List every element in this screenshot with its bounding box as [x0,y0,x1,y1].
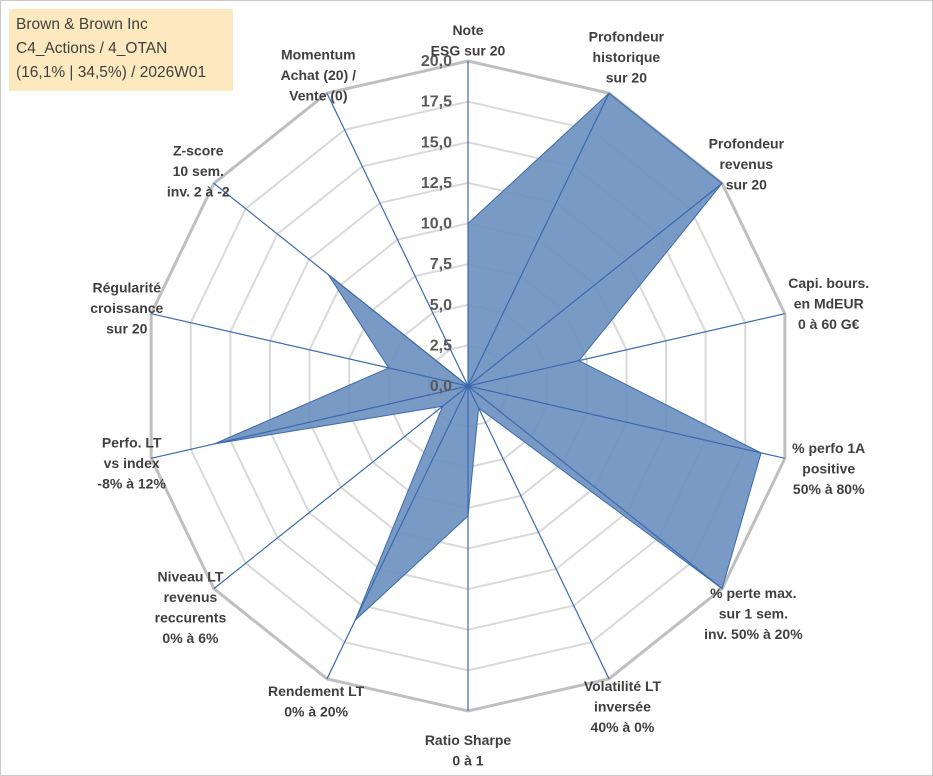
axis-spoke [213,182,469,387]
axis-label-line: Rendement LT [268,683,365,699]
axis-label: Perfo. LT vs index -8% à 12% [97,434,166,491]
axis-label-line: revenus [719,156,773,172]
tick-label: 12,5 [421,175,452,192]
axis-label-line: 40% à 0% [591,719,655,735]
axis-label-line: Vente (0) [289,88,347,104]
axis-label-line: Perfo. LT [102,434,162,450]
portfolio-label: C4_Actions / 4_OTAN [16,40,168,57]
axis-label-line: Z-score [173,142,224,158]
tick-label: 5,0 [430,297,452,314]
axis-spoke [326,92,469,387]
axis-label-line: vs index [104,455,160,471]
axis-label-line: sur 20 [726,177,767,193]
axis-label: Rendement LT 0% à 20% [268,683,365,720]
axis-spoke [467,92,610,387]
axis-label-line: Momentum [281,47,356,63]
axis-spoke [467,385,723,590]
axis-label-line: inversée [594,699,651,715]
axis-label-line: reccurents [155,610,227,626]
axis-spoke [151,313,469,387]
axis-label-line: % perfo 1A [792,440,865,456]
axis-label-line: historique [593,49,661,65]
axis-label: % perte max. sur 1 sem. inv. 50% à 20% [704,585,803,642]
tick-label: 17,5 [421,94,452,111]
axis-label: % perfo 1A positive 50% à 80% [792,440,865,497]
axis-label-line: en MdEUR [794,296,864,312]
axis-label-line: 50% à 80% [793,481,865,497]
axis-label: Momentum Achat (20) / Vente (0) [281,47,357,104]
performance-week: (16,1% | 34,5%) / 2026W01 [16,64,207,81]
axis-label-line: ESG sur 20 [431,42,506,58]
axis-spoke [151,385,469,459]
tick-label: 7,5 [430,256,452,273]
axis-label: Volatilité LT inversée 40% à 0% [584,678,662,735]
axis-label: Ratio Sharpe 0 à 1 [425,732,512,769]
tick-label: 0,0 [430,378,452,395]
axis-label-line: Niveau LT [158,569,224,585]
axis-label: Capi. bours. en MdEUR 0 à 60 G€ [788,275,869,332]
axis-label-line: positive [802,460,855,476]
axis-label-line: 0 à 1 [452,752,483,768]
axis-label-line: Achat (20) / [281,67,357,83]
axis-spoke [467,385,610,680]
axis-spoke [213,385,469,590]
axis-label-line: sur 20 [106,321,147,337]
axis-label-line: sur 1 sem. [719,606,788,622]
axis-label-line: inv. 2 à -2 [167,183,230,199]
axis-label-line: Note [452,22,483,38]
axis-spoke [326,385,469,680]
axis-label-line: Ratio Sharpe [425,732,512,748]
axis-label-line: 0% à 20% [284,704,348,720]
axis-label: Régularité croissance sur 20 [90,280,163,337]
axis-label: Profondeur revenus sur 20 [709,136,785,193]
axis-spoke [467,313,785,387]
axis-spoke [467,385,785,459]
axis-label-line: Profondeur [589,29,665,45]
series-area [214,92,762,621]
axis-label-line: revenus [164,589,218,605]
axis-label-line: Capi. bours. [788,275,869,291]
axis-label-line: sur 20 [606,70,647,86]
axis-label: Z-score 10 sem. inv. 2 à -2 [167,142,230,199]
axis-label: Profondeur historique sur 20 [589,29,665,86]
axis-label-line: Volatilité LT [584,678,662,694]
axis-label-line: Régularité [93,280,162,296]
axis-label-line: croissance [90,300,163,316]
axis-label: Note ESG sur 20 [431,22,506,59]
axis-label-line: 0% à 6% [162,630,219,646]
axis-spoke [467,182,723,387]
axis-label-line: inv. 50% à 20% [704,626,803,642]
tick-label: 2,5 [430,337,452,354]
tick-label: 15,0 [421,134,452,151]
axis-label-line: 10 sem. [173,163,224,179]
axis-label-line: 0 à 60 G€ [798,316,860,332]
axis-label: Niveau LT revenus reccurents 0% à 6% [155,569,227,647]
axis-label-line: % perte max. [710,585,796,601]
info-box: Brown & Brown Inc C4_Actions / 4_OTAN (1… [9,9,233,91]
tick-label: 10,0 [421,216,452,233]
tick-label: 20,0 [421,53,452,70]
company-name: Brown & Brown Inc [16,16,148,33]
axis-label-line: Profondeur [709,136,785,152]
axis-label-line: -8% à 12% [97,475,166,491]
